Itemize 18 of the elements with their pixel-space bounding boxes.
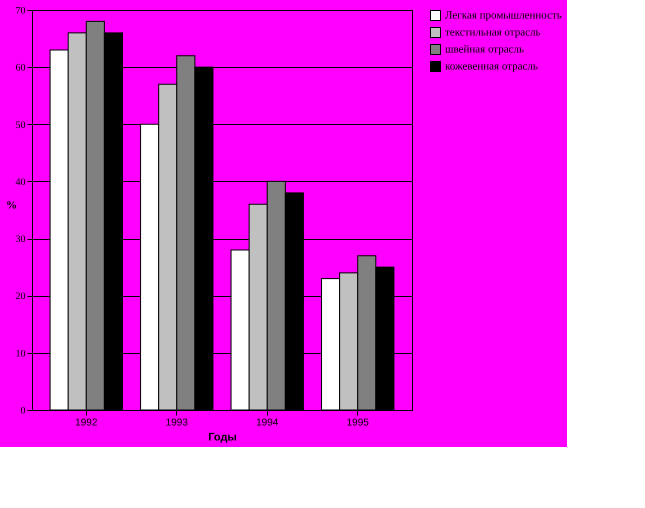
legend-label: текстильная отрасль — [445, 26, 540, 38]
y-tick-label: 40 — [16, 176, 26, 188]
legend-label: швейная отрасль — [445, 44, 524, 56]
y-axis-title: % — [6, 200, 17, 212]
x-axis-title: Годы — [208, 432, 237, 444]
x-tick-label: 1992 — [75, 418, 98, 428]
x-tick-label: 1995 — [346, 418, 370, 428]
y-tick-label: 70 — [16, 6, 26, 16]
x-tick-label: 1993 — [166, 418, 188, 428]
y-tick-label: 10 — [16, 348, 26, 360]
y-tick-label: 30 — [16, 234, 26, 246]
y-tick-label: 60 — [16, 62, 26, 74]
legend-label: Легкая промышленность — [445, 10, 562, 22]
y-tick-label: 50 — [16, 120, 26, 131]
y-tick-label: 20 — [16, 291, 26, 302]
legend-label: кожевенная отрасль — [445, 60, 538, 72]
x-tick-label: 1994 — [256, 418, 279, 428]
y-tick-label: 0 — [20, 406, 26, 416]
